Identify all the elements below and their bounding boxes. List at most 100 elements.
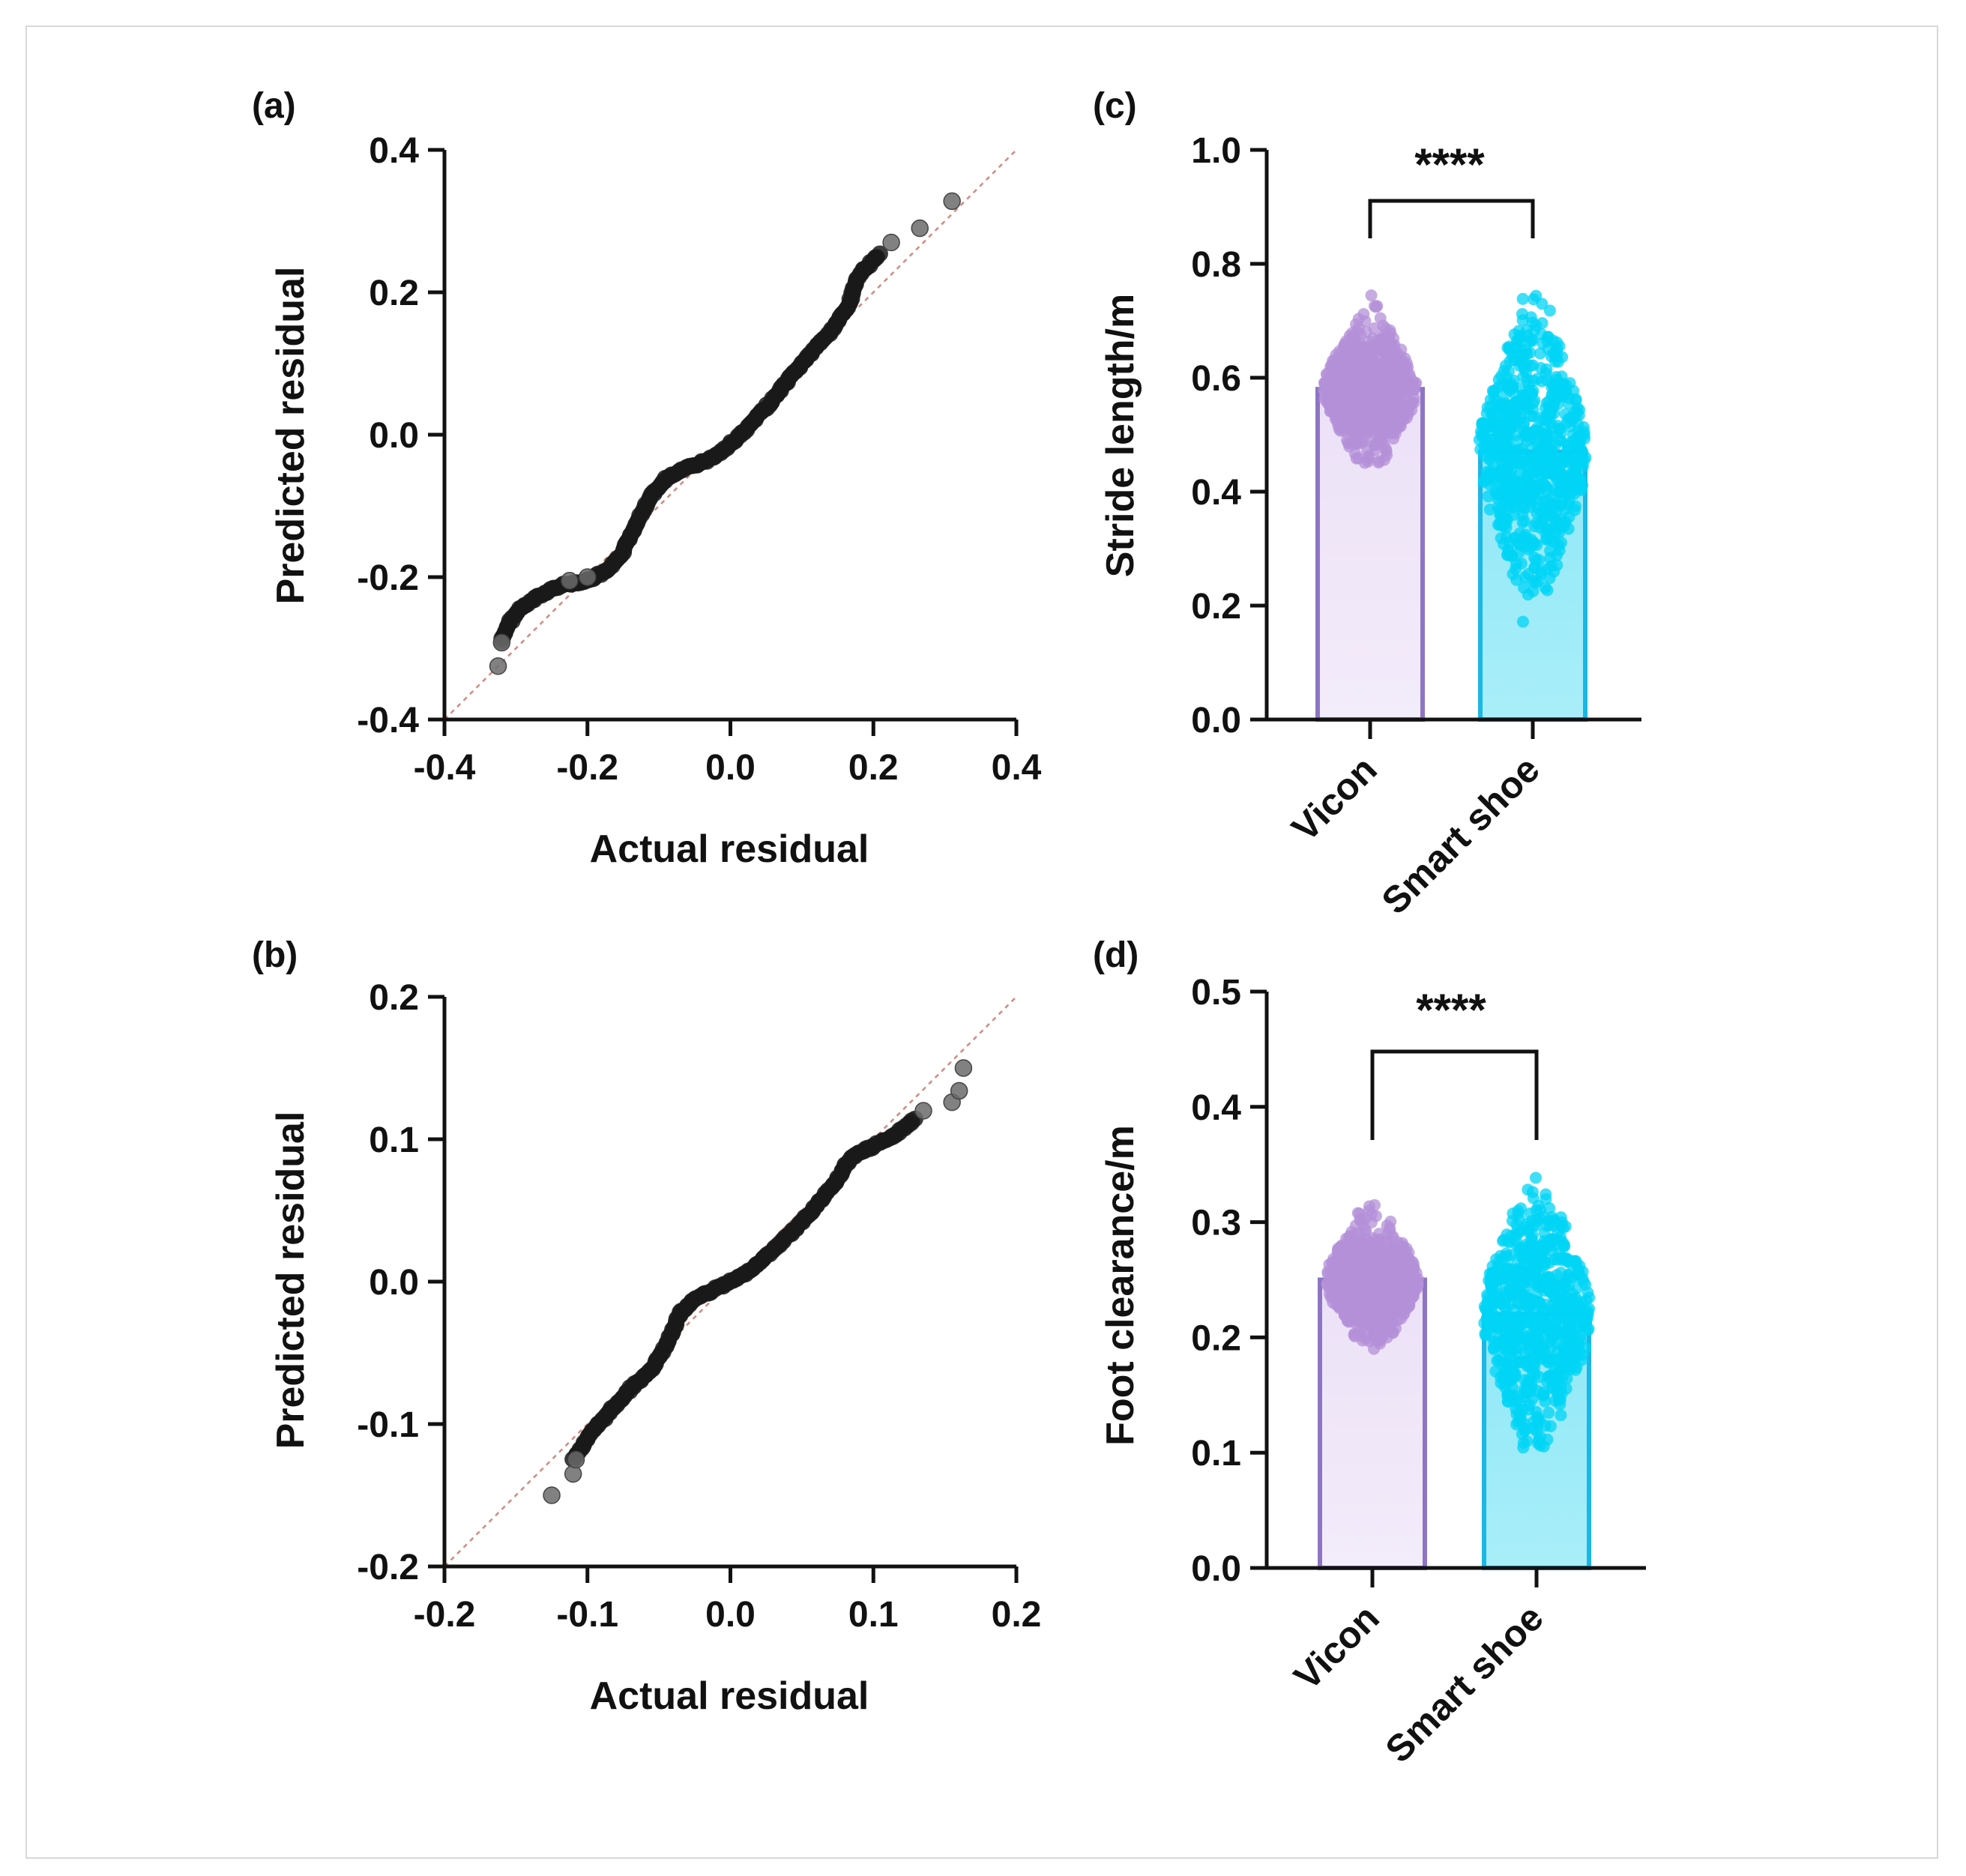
data-point: [567, 1450, 585, 1469]
data-point: [1503, 500, 1516, 513]
data-point: [1324, 396, 1337, 409]
data-point: [1518, 515, 1531, 528]
data-point: [1491, 407, 1504, 420]
data-point: [1492, 519, 1504, 531]
x-tick-label: 0.0: [705, 1595, 756, 1635]
data-point: [1337, 402, 1350, 414]
data-point: [1529, 576, 1542, 589]
data-point: [1372, 1335, 1385, 1348]
data-point: [1540, 1315, 1552, 1328]
data-point: [1570, 500, 1582, 513]
data-point: [1492, 1316, 1504, 1329]
data-point: [1385, 1307, 1398, 1320]
data-point: [1531, 373, 1544, 385]
x-tick-label: 0.2: [848, 748, 899, 788]
data-point: [1348, 437, 1360, 450]
data-point: [1537, 1302, 1549, 1315]
x-tick-label: -0.2: [414, 1595, 476, 1635]
data-point: [1368, 423, 1381, 436]
data-point: [1351, 400, 1363, 413]
data-point: [1582, 1322, 1595, 1335]
data-point: [1502, 1283, 1515, 1296]
data-point: [1395, 1288, 1408, 1300]
y-tick-label: 0.2: [1191, 587, 1241, 627]
data-point: [1523, 1294, 1536, 1306]
y-tick-label: 0.1: [1191, 1434, 1241, 1474]
data-point: [1508, 456, 1521, 469]
data-point: [1510, 1274, 1523, 1287]
data-point: [1524, 346, 1537, 359]
data-point: [1474, 443, 1487, 456]
data-point: [1518, 582, 1531, 594]
panel-c-significance: ****: [1414, 139, 1485, 190]
data-point: [1398, 1276, 1411, 1288]
data-point: [1531, 501, 1544, 513]
data-point: [1486, 433, 1499, 446]
data-point: [1556, 1254, 1569, 1267]
data-point: [954, 1059, 973, 1077]
data-point: [1537, 1210, 1549, 1223]
data-point: [1343, 1231, 1356, 1243]
data-point: [1504, 1249, 1517, 1262]
data-point: [1486, 1280, 1499, 1293]
data-point: [1519, 531, 1531, 543]
data-point: [1403, 368, 1416, 381]
data-point: [1510, 342, 1522, 355]
data-point: [1374, 1292, 1387, 1305]
significance-bracket: [1368, 199, 1535, 238]
data-point: [1353, 335, 1366, 348]
data-point: [1406, 384, 1419, 396]
data-point: [1577, 1276, 1590, 1288]
data-point: [1542, 524, 1555, 537]
data-point: [1523, 1399, 1536, 1411]
data-point: [1516, 314, 1529, 327]
data-point: [1322, 378, 1335, 391]
data-point: [1369, 381, 1382, 393]
data-point: [1527, 465, 1540, 478]
data-point: [1392, 370, 1405, 383]
data-point: [1360, 370, 1373, 383]
data-point: [1546, 1353, 1558, 1366]
data-point: [1528, 394, 1541, 407]
data-point: [1544, 544, 1557, 557]
data-point: [1570, 394, 1582, 407]
data-point: [1330, 386, 1342, 399]
data-point: [1504, 489, 1516, 501]
data-point: [1351, 1251, 1364, 1264]
panel-label-c: (c): [1093, 86, 1137, 126]
data-point: [871, 245, 888, 262]
data-point: [1353, 1207, 1366, 1220]
data-point: [1357, 411, 1370, 424]
data-point: [1562, 522, 1575, 535]
data-point: [1367, 347, 1380, 360]
data-point: [1566, 1287, 1578, 1300]
data-point: [1556, 351, 1569, 364]
y-tick-label: 0.0: [1191, 1549, 1241, 1589]
data-point: [1570, 405, 1583, 418]
x-tick-label: 0.2: [992, 1595, 1042, 1635]
data-point: [1496, 1359, 1509, 1372]
data-point: [1512, 1333, 1525, 1345]
data-point: [579, 568, 597, 586]
data-point: [1548, 1291, 1561, 1303]
data-point: [1573, 1312, 1585, 1325]
data-point: [1543, 1201, 1556, 1214]
data-point: [1552, 1376, 1564, 1389]
y-tick-label: 0.4: [1191, 1088, 1241, 1128]
data-point: [1365, 289, 1378, 302]
data-point: [1494, 447, 1507, 460]
data-point: [1506, 420, 1519, 433]
data-point: [1483, 1305, 1495, 1318]
data-point: [1542, 331, 1555, 343]
panel-d-ylabel: Foot clearance/m: [1099, 1125, 1142, 1446]
panel-a-plot: -0.4 -0.2 0.0 0.2 0.4 -0.4 -0.2 0.0 0.2 0.4: [357, 131, 1041, 788]
data-point: [1559, 1276, 1572, 1288]
data-point: [1382, 1271, 1395, 1284]
data-point: [1494, 508, 1507, 521]
data-point: [1504, 355, 1516, 367]
data-point: [1390, 399, 1402, 412]
panel-b-plot: -0.2 -0.1 0.0 0.1 0.2 -0.2 -0.1 0.0 0.1 0.2: [357, 978, 1041, 1635]
data-point: [1553, 422, 1566, 435]
data-point: [1546, 388, 1558, 401]
y-tick-label: 0.2: [1191, 1318, 1241, 1358]
